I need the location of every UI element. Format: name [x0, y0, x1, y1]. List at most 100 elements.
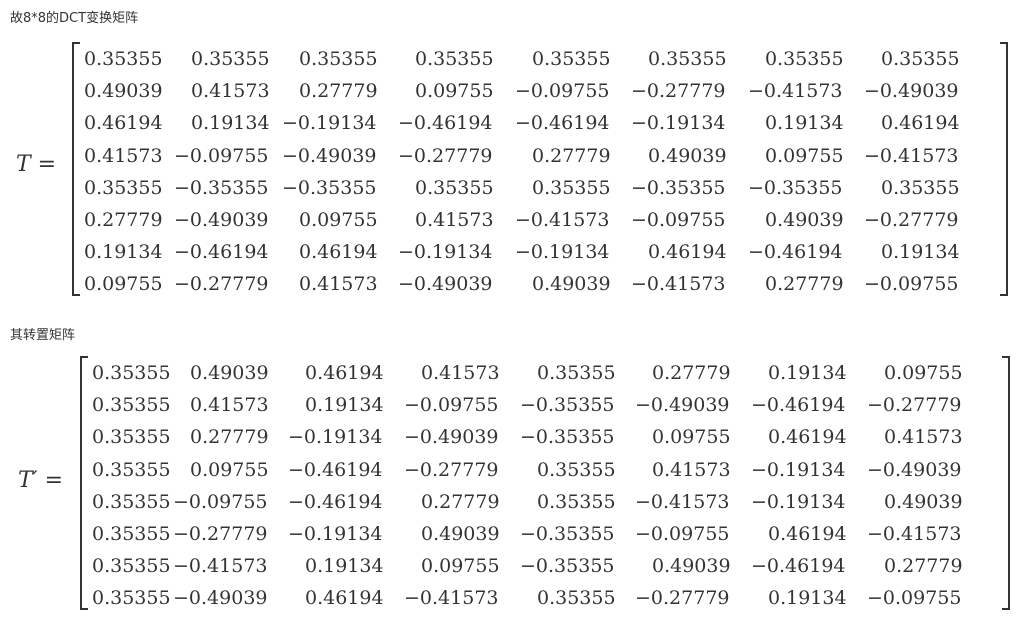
matrix-cell: 0.35355: [881, 48, 960, 70]
matrix-cell: 0.35355: [415, 48, 494, 70]
matrix-cell: −0.41573: [864, 144, 959, 167]
matrix-cell: 0.46194: [305, 587, 384, 610]
matrix-cell: 0.35355: [299, 48, 378, 70]
matrix-cell: 0.46194: [768, 426, 847, 449]
matrix-cell: 0.46194: [299, 241, 378, 264]
matrix-cell: 0.41573: [84, 144, 163, 167]
equals-sign: =: [37, 468, 64, 493]
matrix-cell: −0.35355: [631, 176, 726, 199]
matrix-cell: −0.35355: [520, 522, 615, 545]
matrix-cell: −0.19134: [398, 241, 493, 264]
matrix-cell: 0.09755: [884, 362, 963, 384]
matrix-cell: 0.35355: [84, 48, 163, 70]
matrix-cell: 0.46194: [648, 241, 727, 264]
matrix-cell: 0.41573: [299, 273, 378, 296]
matrix-cell: 0.35355: [537, 587, 616, 610]
matrix-cell: 0.35355: [765, 48, 844, 70]
matrix-cell: −0.35355: [282, 176, 377, 199]
matrix-cell: −0.46194: [288, 458, 383, 481]
matrix-cell: 0.35355: [92, 362, 171, 384]
matrix-cell: 0.49039: [765, 208, 844, 231]
matrix-cell: 0.49039: [421, 522, 500, 545]
matrix-cell: 0.35355: [881, 176, 960, 199]
matrix-cell: −0.41573: [867, 522, 962, 545]
matrix-cell: −0.49039: [867, 458, 962, 481]
matrix-cell: 0.35355: [92, 458, 171, 481]
matrix-t-label: T =: [16, 152, 56, 177]
left-bracket: [80, 356, 88, 610]
matrix-cell: −0.09755: [173, 490, 268, 513]
matrix-cell: 0.41573: [652, 458, 731, 481]
matrix-cell: −0.19134: [515, 241, 610, 264]
matrix-cell: 0.35355: [92, 490, 171, 513]
matrix-cell: −0.19134: [288, 426, 383, 449]
matrix-cell: 0.27779: [421, 490, 500, 513]
matrix-cell: −0.46194: [288, 490, 383, 513]
matrix-cell: 0.09755: [299, 208, 378, 231]
matrix-cell: 0.09755: [190, 458, 269, 481]
matrix-cell: −0.09755: [404, 394, 499, 417]
matrix-cell: 0.27779: [190, 426, 269, 449]
right-bracket: [1000, 42, 1008, 296]
matrix-cell: −0.09755: [174, 144, 269, 167]
matrix-cell: −0.46194: [751, 394, 846, 417]
matrix-cell: −0.41573: [635, 490, 730, 513]
matrix-cell: 0.09755: [415, 80, 494, 103]
matrix-cell: 0.35355: [92, 522, 171, 545]
matrix-cell: 0.41573: [421, 362, 500, 384]
matrix-cell: −0.09755: [864, 273, 959, 296]
matrix-cell: −0.19134: [282, 112, 377, 135]
matrix-cell: −0.49039: [174, 208, 269, 231]
matrix-cell: −0.27779: [631, 80, 726, 103]
matrix-cell: −0.27779: [174, 273, 269, 296]
matrix-cell: 0.09755: [765, 144, 844, 167]
matrix-cell: −0.41573: [173, 555, 268, 578]
matrix-cell: −0.19134: [288, 522, 383, 545]
matrix-cell: −0.35355: [174, 176, 269, 199]
matrix-cell: 0.49039: [190, 362, 269, 384]
matrix-cell: 0.19134: [305, 394, 384, 417]
matrix-cell: −0.19134: [751, 490, 846, 513]
matrix-cell: 0.49039: [648, 144, 727, 167]
matrix-cell: −0.27779: [635, 587, 730, 610]
matrix-cell: −0.41573: [515, 208, 610, 231]
matrix-t-symbol: T: [16, 152, 31, 177]
equals-sign: =: [30, 152, 57, 177]
matrix-cell: 0.49039: [84, 80, 163, 103]
matrix-cell: 0.19134: [768, 362, 847, 384]
matrix-cell: −0.19134: [631, 112, 726, 135]
matrix-cell: 0.09755: [84, 273, 163, 296]
matrix-cell: −0.09755: [867, 587, 962, 610]
right-bracket: [1002, 356, 1010, 610]
matrix-cell: 0.35355: [92, 426, 171, 449]
matrix-cell: −0.49039: [635, 394, 730, 417]
matrix-cell: −0.41573: [631, 273, 726, 296]
matrix-cell: 0.35355: [92, 587, 171, 610]
matrix-cell: 0.35355: [648, 48, 727, 70]
matrix-cell: 0.27779: [884, 555, 963, 578]
left-bracket: [72, 42, 80, 296]
matrix-cell: −0.49039: [173, 587, 268, 610]
matrix-cell: 0.41573: [191, 80, 270, 103]
matrix-cell: 0.27779: [765, 273, 844, 296]
matrix-cell: 0.49039: [652, 555, 731, 578]
matrix-cell: 0.19134: [191, 112, 270, 135]
matrix-cell: 0.46194: [768, 522, 847, 545]
caption-dct-matrix: 故8*8的DCT变换矩阵: [10, 11, 139, 26]
matrix-cell: −0.09755: [631, 208, 726, 231]
matrix-cell: −0.27779: [398, 144, 493, 167]
matrix-cell: −0.27779: [864, 208, 959, 231]
matrix-cell: −0.49039: [282, 144, 377, 167]
matrix-cell: −0.49039: [864, 80, 959, 103]
matrix-cell: −0.41573: [404, 587, 499, 610]
matrix-cell: 0.35355: [537, 490, 616, 513]
matrix-cell: −0.35355: [748, 176, 843, 199]
matrix-cell: 0.41573: [190, 394, 269, 417]
matrix-cell: 0.19134: [765, 112, 844, 135]
matrix-cell: 0.49039: [532, 273, 611, 296]
matrix-cell: −0.27779: [404, 458, 499, 481]
matrix-cell: 0.35355: [537, 458, 616, 481]
matrix-cell: 0.27779: [84, 208, 163, 231]
matrix-cell: −0.46194: [751, 555, 846, 578]
matrix-cell: 0.27779: [532, 144, 611, 167]
